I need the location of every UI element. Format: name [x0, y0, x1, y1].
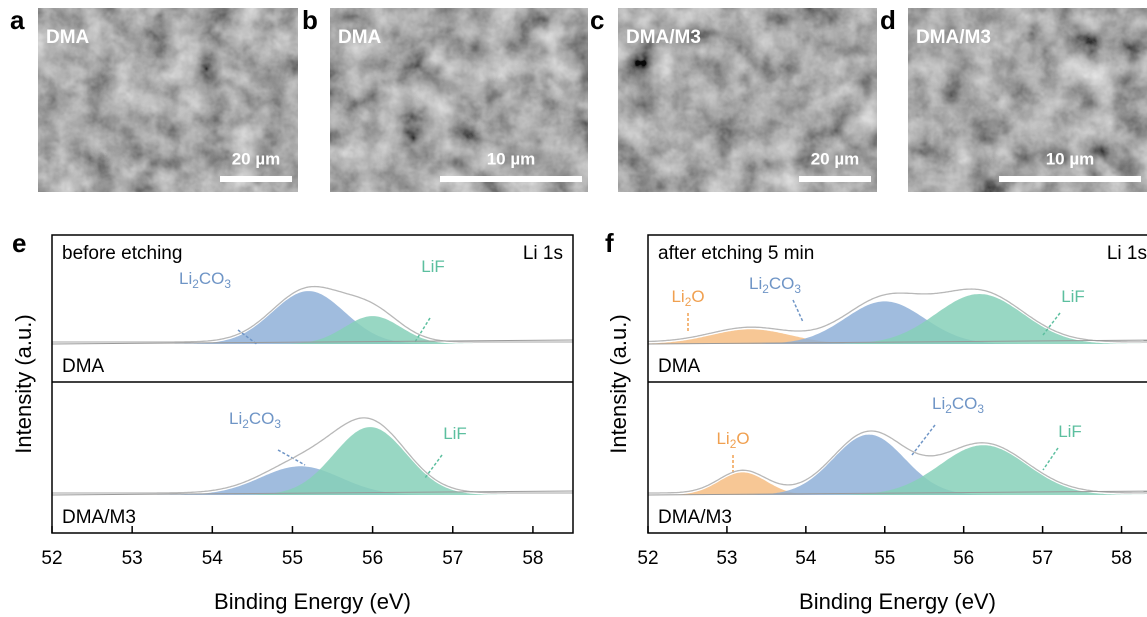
panel-letter: e: [12, 228, 26, 258]
scale-label: 20 µm: [811, 149, 860, 168]
sample-label: DMA: [338, 27, 382, 48]
x-tick-label: 56: [362, 548, 383, 569]
peak-leader: [792, 299, 804, 323]
peak-label: Li2CO3: [229, 409, 281, 431]
peak-area: [648, 445, 1147, 495]
sem-texture: [330, 8, 588, 192]
sem-texture: [38, 8, 298, 192]
envelope: [648, 430, 1147, 494]
peak-leader: [277, 449, 306, 466]
peak-label: LiF: [443, 424, 467, 443]
sample-label: DMA: [658, 356, 701, 377]
x-tick-label: 53: [122, 548, 143, 569]
sample-label: DMA: [46, 27, 90, 48]
x-tick-label: 55: [874, 548, 895, 569]
baseline: [647, 339, 1147, 345]
panel-letter: a: [10, 5, 25, 35]
peak-label: Li2O: [716, 429, 749, 451]
panel-letter: d: [880, 5, 896, 35]
sample-label: DMA/M3: [916, 27, 991, 48]
x-tick-label: 57: [1032, 548, 1053, 569]
peak-area: [648, 434, 1147, 495]
x-tick-label: 58: [522, 548, 543, 569]
peak-leader: [911, 424, 936, 456]
peak-label: LiF: [1061, 287, 1085, 306]
peak-area: [52, 427, 573, 495]
peak-area: [648, 301, 1147, 344]
peak-area: [648, 472, 1147, 495]
condition-label: after etching 5 min: [658, 243, 814, 264]
peak-label: LiF: [1058, 422, 1082, 441]
sem-texture: [908, 8, 1147, 192]
peak-leader: [424, 454, 443, 479]
scale-bar: [999, 176, 1141, 182]
condition-label: before etching: [62, 243, 182, 264]
x-tick-label: 52: [637, 548, 658, 569]
x-tick-label: 53: [716, 548, 737, 569]
plot-frame: [51, 234, 574, 534]
peak-area: [648, 329, 1147, 344]
baseline: [51, 490, 574, 496]
panel-letter: f: [605, 228, 614, 258]
y-axis-label: Intensity (a.u.): [11, 314, 36, 453]
envelope: [52, 417, 573, 494]
peak-label: Li2O: [671, 287, 704, 309]
peak-label: Li2CO3: [749, 274, 801, 296]
x-tick-label: 54: [795, 548, 817, 569]
peak-area: [648, 294, 1147, 344]
baseline: [51, 339, 574, 345]
x-tick-label: 57: [442, 548, 463, 569]
baseline: [647, 490, 1147, 496]
panel-letter: c: [590, 5, 604, 35]
peak-area: [52, 291, 573, 344]
envelope: [52, 285, 573, 343]
sample-label: DMA: [62, 356, 105, 377]
peak-leader: [1042, 447, 1059, 471]
x-tick-label: 52: [41, 548, 62, 569]
x-tick-label: 58: [1111, 548, 1132, 569]
plot-frame: [647, 234, 1147, 534]
panel-letter: b: [302, 5, 318, 35]
x-tick-label: 56: [953, 548, 974, 569]
x-tick-label: 55: [282, 548, 303, 569]
x-axis-label: Binding Energy (eV): [799, 589, 996, 614]
region-label: Li 1s: [1107, 243, 1147, 264]
sem-texture: [618, 8, 877, 192]
y-axis-label: Intensity (a.u.): [606, 314, 631, 453]
scale-label: 10 µm: [487, 149, 536, 168]
scale-bar: [220, 176, 292, 182]
x-axis-label: Binding Energy (eV): [214, 589, 411, 614]
peak-label: LiF: [421, 257, 445, 276]
region-label: Li 1s: [523, 243, 563, 264]
peak-label: Li2CO3: [932, 394, 984, 416]
scale-label: 20 µm: [232, 149, 281, 168]
envelope: [647, 288, 1147, 343]
sample-label: DMA/M3: [658, 507, 732, 528]
sample-label: DMA/M3: [62, 507, 136, 528]
scale-bar: [799, 176, 871, 182]
sample-label: DMA/M3: [626, 27, 701, 48]
scale-label: 10 µm: [1046, 149, 1095, 168]
scale-bar: [440, 176, 582, 182]
x-tick-label: 54: [202, 548, 224, 569]
peak-label: Li2CO3: [179, 269, 231, 291]
